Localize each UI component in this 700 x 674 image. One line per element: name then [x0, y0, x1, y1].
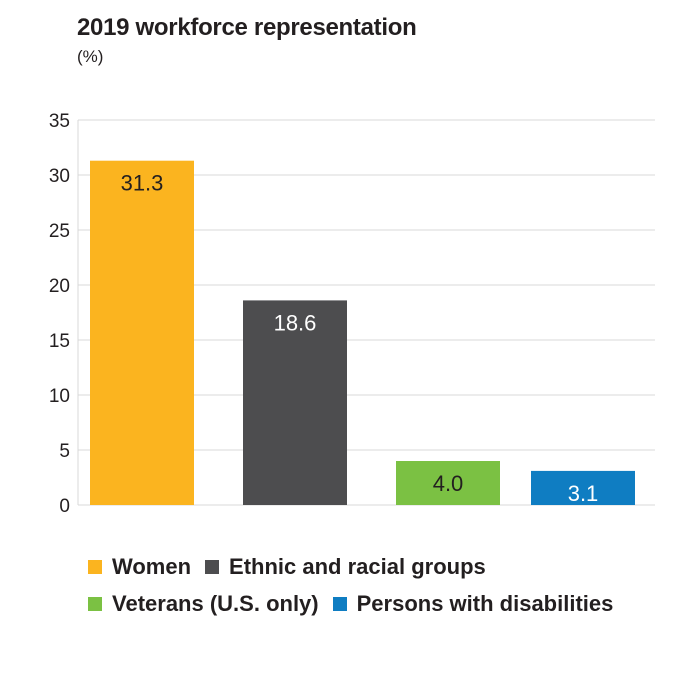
data-label: 4.0 — [433, 471, 464, 496]
data-label: 3.1 — [568, 481, 599, 506]
y-tick-label: 10 — [49, 386, 70, 407]
data-label: 31.3 — [121, 171, 164, 196]
legend-label: Women — [112, 553, 192, 579]
y-tick-label: 20 — [49, 276, 70, 297]
y-tick-label: 30 — [49, 166, 70, 187]
legend-swatch — [88, 559, 102, 574]
bar — [396, 461, 500, 505]
legend-swatch — [88, 596, 102, 611]
legend-item-ethnic-racial: Ethnic and racial groups — [205, 554, 486, 580]
bar — [90, 160, 194, 505]
y-tick-label: 15 — [49, 331, 70, 352]
y-tick-label: 5 — [59, 441, 70, 462]
bar — [531, 470, 635, 505]
legend-swatch — [332, 596, 347, 611]
legend-label: Ethnic and racial groups — [229, 553, 486, 579]
y-axis-ticks: 0 5 10 15 20 25 30 35 — [49, 111, 70, 517]
bars — [90, 160, 635, 505]
legend-swatch — [205, 559, 220, 574]
legend-label: Veterans (U.S. only) — [112, 590, 319, 616]
data-labels: 31.3 18.6 4.0 3.1 — [121, 171, 599, 506]
chart-title: 2019 workforce representation — [77, 14, 417, 41]
chart-subtitle: (%) — [77, 47, 104, 66]
data-label: 18.6 — [274, 310, 317, 335]
y-tick-label: 35 — [49, 111, 70, 132]
bar — [243, 300, 347, 505]
bar-chart: 0 5 10 15 20 25 30 35 31.3 18.6 4.0 3.1 — [49, 111, 655, 517]
y-tick-label: 25 — [49, 221, 70, 242]
y-tick-label: 0 — [59, 496, 70, 517]
legend: Women Ethnic and racial groups Veterans … — [88, 548, 627, 622]
legend-label: Persons with disabilities — [356, 590, 614, 616]
legend-item-women: Women — [88, 554, 191, 580]
legend-item-veterans: Veterans (U.S. only) — [88, 591, 319, 617]
legend-item-disabilities: Persons with disabilities — [332, 590, 614, 617]
